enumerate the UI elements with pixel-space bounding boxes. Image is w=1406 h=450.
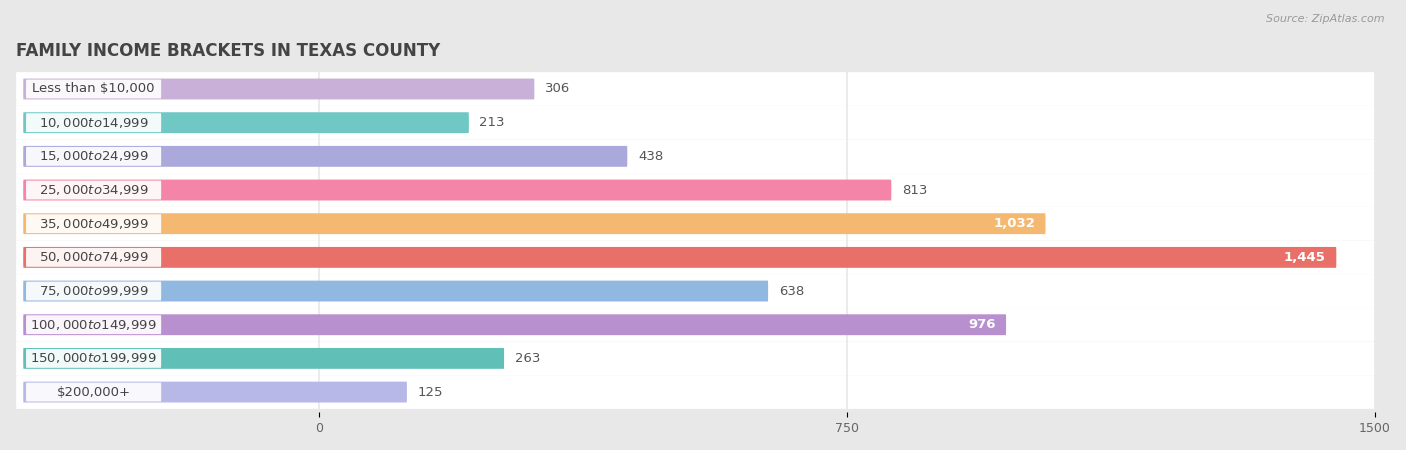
Text: Source: ZipAtlas.com: Source: ZipAtlas.com bbox=[1267, 14, 1385, 23]
FancyBboxPatch shape bbox=[27, 147, 162, 166]
Text: 213: 213 bbox=[479, 116, 505, 129]
Text: 438: 438 bbox=[638, 150, 664, 163]
FancyBboxPatch shape bbox=[27, 282, 162, 301]
FancyBboxPatch shape bbox=[15, 207, 1375, 241]
FancyBboxPatch shape bbox=[15, 72, 1375, 106]
FancyBboxPatch shape bbox=[24, 382, 406, 402]
Text: FAMILY INCOME BRACKETS IN TEXAS COUNTY: FAMILY INCOME BRACKETS IN TEXAS COUNTY bbox=[15, 42, 440, 60]
Text: $25,000 to $34,999: $25,000 to $34,999 bbox=[39, 183, 149, 197]
FancyBboxPatch shape bbox=[24, 247, 1336, 268]
FancyBboxPatch shape bbox=[24, 112, 468, 133]
FancyBboxPatch shape bbox=[15, 140, 1375, 173]
Text: $10,000 to $14,999: $10,000 to $14,999 bbox=[39, 116, 149, 130]
FancyBboxPatch shape bbox=[27, 180, 162, 199]
Text: $35,000 to $49,999: $35,000 to $49,999 bbox=[39, 217, 149, 231]
Text: Less than $10,000: Less than $10,000 bbox=[32, 82, 155, 95]
Text: $150,000 to $199,999: $150,000 to $199,999 bbox=[31, 351, 157, 365]
FancyBboxPatch shape bbox=[15, 274, 1375, 308]
Text: 976: 976 bbox=[969, 318, 995, 331]
FancyBboxPatch shape bbox=[15, 241, 1375, 274]
FancyBboxPatch shape bbox=[15, 173, 1375, 207]
FancyBboxPatch shape bbox=[24, 213, 1046, 234]
Text: 813: 813 bbox=[901, 184, 928, 197]
FancyBboxPatch shape bbox=[27, 382, 162, 401]
Text: $100,000 to $149,999: $100,000 to $149,999 bbox=[31, 318, 157, 332]
FancyBboxPatch shape bbox=[24, 146, 627, 167]
FancyBboxPatch shape bbox=[24, 314, 1007, 335]
Text: $15,000 to $24,999: $15,000 to $24,999 bbox=[39, 149, 149, 163]
FancyBboxPatch shape bbox=[15, 308, 1375, 342]
FancyBboxPatch shape bbox=[15, 342, 1375, 375]
FancyBboxPatch shape bbox=[27, 248, 162, 267]
FancyBboxPatch shape bbox=[27, 349, 162, 368]
Text: 306: 306 bbox=[546, 82, 571, 95]
FancyBboxPatch shape bbox=[24, 180, 891, 200]
Text: 125: 125 bbox=[418, 386, 443, 399]
FancyBboxPatch shape bbox=[15, 375, 1375, 409]
Text: 1,445: 1,445 bbox=[1284, 251, 1326, 264]
Text: 1,032: 1,032 bbox=[993, 217, 1035, 230]
Text: 638: 638 bbox=[779, 284, 804, 297]
FancyBboxPatch shape bbox=[24, 348, 505, 369]
FancyBboxPatch shape bbox=[24, 79, 534, 99]
FancyBboxPatch shape bbox=[24, 281, 768, 302]
Text: 263: 263 bbox=[515, 352, 540, 365]
FancyBboxPatch shape bbox=[27, 214, 162, 233]
FancyBboxPatch shape bbox=[27, 113, 162, 132]
Text: $50,000 to $74,999: $50,000 to $74,999 bbox=[39, 250, 149, 264]
FancyBboxPatch shape bbox=[15, 106, 1375, 140]
FancyBboxPatch shape bbox=[27, 80, 162, 99]
FancyBboxPatch shape bbox=[27, 315, 162, 334]
Text: $200,000+: $200,000+ bbox=[56, 386, 131, 399]
Text: $75,000 to $99,999: $75,000 to $99,999 bbox=[39, 284, 149, 298]
